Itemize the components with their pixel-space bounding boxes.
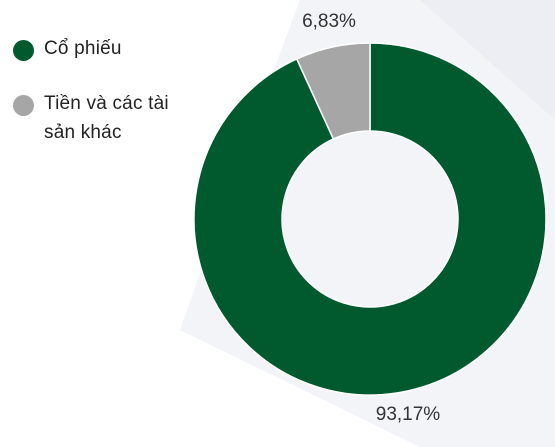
slice-co-phieu xyxy=(193,42,547,396)
slice-tien-label: 6,83% xyxy=(302,11,356,32)
legend-swatch-co-phieu xyxy=(13,40,34,61)
chart-legend: Cổ phiếu Tiền và các tài sản khác xyxy=(10,34,200,173)
legend-label-tien: Tiền và các tài sản khác xyxy=(44,93,169,143)
legend-label-co-phieu: Cổ phiếu xyxy=(44,38,122,59)
slice-tien xyxy=(295,42,371,140)
legend-item-tien: Tiền và các tài sản khác xyxy=(10,89,200,147)
legend-item-co-phieu: Cổ phiếu xyxy=(10,34,200,63)
legend-swatch-tien xyxy=(13,95,34,116)
slice-co-phieu-label: 93,17% xyxy=(376,404,441,425)
